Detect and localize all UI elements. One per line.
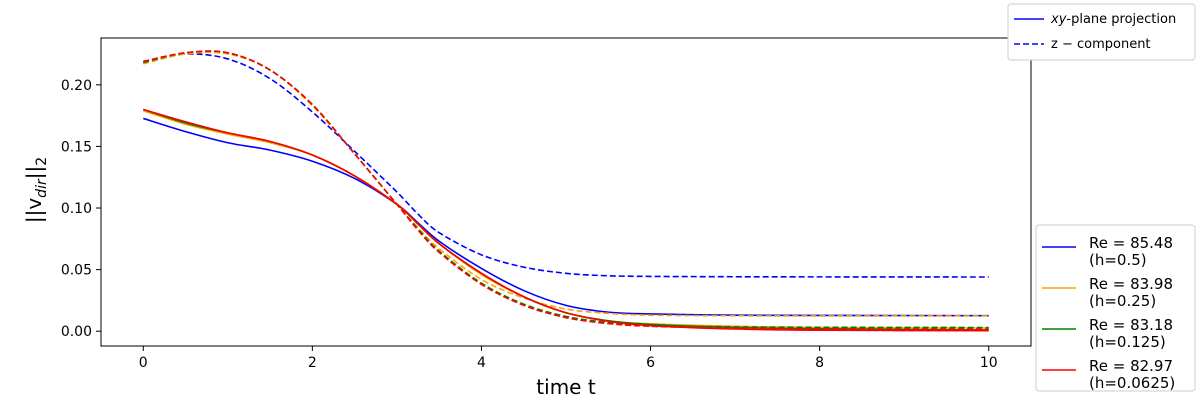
style-legend: xy-plane projection z − component bbox=[1007, 3, 1196, 61]
style-legend-solid-label: xy-plane projection bbox=[1050, 12, 1176, 27]
series-legend-label: Re = 85.48 bbox=[1089, 234, 1173, 252]
series-legend-label: Re = 83.98 bbox=[1089, 275, 1173, 293]
y-tick-label: 0.05 bbox=[61, 263, 92, 279]
style-legend-solid-rest: -plane projection bbox=[1066, 12, 1176, 27]
style-legend-dashed-label: z − component bbox=[1051, 37, 1151, 52]
y-tick-label: 0.00 bbox=[61, 324, 92, 340]
x-tick-label: 6 bbox=[646, 355, 655, 371]
y-axis-title-tail: || bbox=[22, 166, 46, 179]
series-legend-label-detail: (h=0.5) bbox=[1089, 251, 1147, 269]
y-axis-title-tail-sub: 2 bbox=[34, 157, 50, 166]
x-tick-label: 4 bbox=[477, 355, 486, 371]
series-1-xy-line bbox=[143, 109, 989, 329]
series-legend: Re = 85.48(h=0.5) Re = 83.98(h=0.25) Re = … bbox=[1035, 224, 1196, 392]
x-axis: 0 2 4 6 8 10 bbox=[139, 346, 998, 371]
plot-area bbox=[143, 50, 989, 332]
series-legend-label: Re = 83.18 bbox=[1089, 316, 1173, 334]
series-0-xy-line bbox=[143, 117, 989, 317]
x-tick-label: 8 bbox=[815, 355, 824, 371]
series-3-xy-line bbox=[143, 108, 989, 332]
y-axis-title: ||vdir||2 bbox=[22, 157, 50, 223]
x-tick-label: 10 bbox=[980, 355, 998, 371]
y-axis-title-base: ||v bbox=[22, 198, 46, 223]
series-legend-label-detail: (h=0.0625) bbox=[1089, 374, 1175, 392]
series-2-z-line bbox=[143, 50, 989, 329]
series-0-z-line bbox=[143, 53, 989, 278]
y-axis-title-sub: dir bbox=[34, 178, 50, 198]
y-axis: 0.00 0.05 0.10 0.15 0.20 bbox=[61, 78, 101, 340]
series-3-z-line bbox=[143, 50, 989, 330]
y-tick-label: 0.10 bbox=[61, 201, 92, 217]
x-tick-label: 0 bbox=[139, 355, 148, 371]
x-tick-label: 2 bbox=[308, 355, 317, 371]
series-legend-label-detail: (h=0.125) bbox=[1089, 333, 1166, 351]
x-axis-title: time t bbox=[536, 375, 596, 399]
axes-frame bbox=[100, 37, 1032, 347]
series-legend-box bbox=[1035, 224, 1196, 392]
style-legend-solid-italic: xy bbox=[1050, 12, 1067, 27]
series-legend-label: Re = 82.97 bbox=[1089, 357, 1173, 375]
series-legend-label-detail: (h=0.25) bbox=[1089, 292, 1156, 310]
y-tick-label: 0.20 bbox=[61, 78, 92, 94]
y-tick-label: 0.15 bbox=[61, 139, 92, 155]
style-legend-box bbox=[1007, 3, 1196, 61]
